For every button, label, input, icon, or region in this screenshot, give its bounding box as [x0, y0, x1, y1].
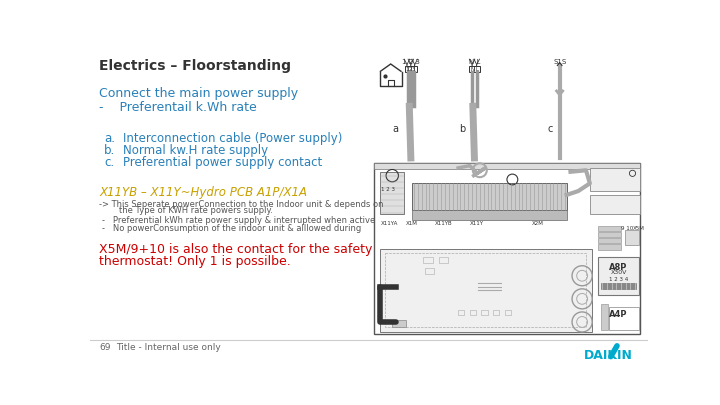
Text: Normal kw.H rate supply: Normal kw.H rate supply — [122, 144, 268, 157]
Text: -   Preferential kWh rate power supply & interrupted when active: - Preferential kWh rate power supply & i… — [102, 216, 376, 226]
Polygon shape — [598, 232, 621, 237]
Polygon shape — [380, 172, 404, 214]
Text: X1A: X1A — [382, 320, 392, 325]
Polygon shape — [598, 226, 621, 231]
Text: Connect the main power supply: Connect the main power supply — [99, 87, 298, 100]
Polygon shape — [590, 195, 640, 214]
Text: -> This Seperate powerConnection to the Indoor unit & depends on: -> This Seperate powerConnection to the … — [99, 200, 384, 209]
Polygon shape — [598, 256, 639, 295]
Polygon shape — [600, 283, 636, 289]
Text: X5M: X5M — [632, 226, 644, 231]
Text: Preferential power supply contact: Preferential power supply contact — [122, 156, 322, 169]
Text: c: c — [547, 124, 553, 134]
Text: thermostat! Only 1 is possilbe.: thermostat! Only 1 is possilbe. — [99, 255, 291, 268]
Text: -    Preferentail k.Wh rate: - Preferentail k.Wh rate — [99, 101, 257, 114]
Text: 9 10: 9 10 — [621, 226, 633, 231]
Polygon shape — [374, 162, 640, 169]
Text: b.: b. — [104, 144, 115, 157]
Text: X5M/9+10 is also the contact for the safety: X5M/9+10 is also the contact for the saf… — [99, 243, 373, 256]
Text: X11Y: X11Y — [469, 221, 484, 226]
Text: X30V: X30V — [611, 271, 626, 275]
Text: 2: 2 — [408, 67, 412, 72]
Text: X11YB – X11Y~Hydro PCB A1P/X1A: X11YB – X11Y~Hydro PCB A1P/X1A — [99, 185, 307, 199]
Text: Interconnection cable (Power supply): Interconnection cable (Power supply) — [122, 132, 342, 145]
Text: X1M: X1M — [405, 221, 418, 226]
Polygon shape — [598, 238, 621, 243]
Text: c.: c. — [104, 156, 114, 169]
Text: S1S: S1S — [553, 60, 566, 65]
Text: b: b — [459, 124, 465, 134]
Text: 3: 3 — [411, 67, 415, 72]
Text: 69: 69 — [99, 343, 111, 352]
Text: 1: 1 — [405, 67, 409, 72]
Text: X11YB: X11YB — [435, 221, 452, 226]
Text: a.: a. — [104, 132, 115, 145]
Polygon shape — [590, 168, 640, 191]
Polygon shape — [598, 244, 621, 249]
Text: -   No powerConsumption of the indoor unit & alllowed during: - No powerConsumption of the indoor unit… — [102, 224, 361, 233]
Text: A4P: A4P — [609, 310, 628, 320]
Polygon shape — [380, 249, 593, 332]
Polygon shape — [392, 320, 406, 327]
Text: X11YA: X11YA — [381, 221, 398, 226]
Text: Title - Internal use only: Title - Internal use only — [117, 343, 221, 352]
Text: 1 2 3 4: 1 2 3 4 — [609, 277, 628, 281]
Text: X2M: X2M — [532, 221, 544, 226]
Text: Electrics – Floorstanding: Electrics – Floorstanding — [99, 60, 292, 73]
Polygon shape — [412, 183, 567, 210]
Text: 1 2 3: 1 2 3 — [382, 187, 395, 192]
Text: 1 2 3: 1 2 3 — [402, 60, 420, 65]
Text: the Type of KWH rate powers supply.: the Type of KWH rate powers supply. — [120, 207, 274, 215]
Text: L: L — [475, 67, 478, 72]
Polygon shape — [600, 304, 608, 330]
Text: DAIKIN: DAIKIN — [584, 349, 632, 362]
Polygon shape — [625, 230, 639, 245]
Text: N L: N L — [469, 60, 481, 65]
Text: A8P: A8P — [609, 263, 628, 272]
Text: a: a — [392, 124, 398, 134]
Text: N: N — [470, 67, 474, 72]
Polygon shape — [412, 210, 567, 220]
